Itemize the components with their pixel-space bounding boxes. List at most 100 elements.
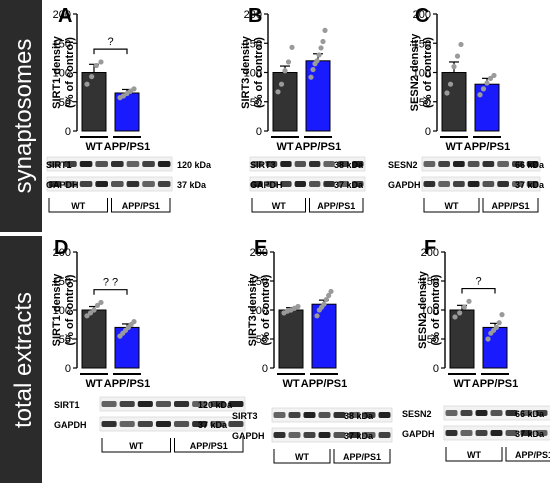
blot-band <box>323 181 335 187</box>
blot-band <box>520 410 533 416</box>
blot-band <box>119 401 135 407</box>
blot-group-bracket <box>505 447 550 462</box>
blot-band <box>348 412 361 418</box>
blot-band <box>294 181 306 187</box>
blot-band <box>155 421 171 427</box>
blot-band <box>423 181 436 187</box>
blot-band <box>333 432 346 438</box>
blot-group-label: APP/PS1 <box>515 450 550 460</box>
blot-kda-label: 66 kDa <box>515 409 545 419</box>
blot-band <box>460 430 473 436</box>
blot-row-label: SESN2 <box>402 409 432 419</box>
y-axis-label: (% of control) <box>64 274 76 345</box>
blot-band <box>467 181 480 187</box>
blot-kda-label: 120 kDa <box>198 400 233 410</box>
blot-row-label: GAPDH <box>402 429 435 439</box>
blot-band <box>445 410 458 416</box>
bar-app-ps1 <box>474 83 500 132</box>
data-point <box>457 310 463 316</box>
blot-band <box>157 181 171 187</box>
bar-app-ps1 <box>114 326 140 369</box>
y-tick-label: 0 <box>256 126 262 138</box>
blot-group-bracket <box>101 438 171 453</box>
data-point <box>316 52 322 58</box>
blot-band <box>520 430 533 436</box>
data-point <box>295 303 301 310</box>
blot-band <box>273 412 286 418</box>
blot-band <box>210 421 226 427</box>
blot-group-label: WT <box>272 201 286 211</box>
category-label: APP/PS1 <box>104 378 150 390</box>
category-label: WT <box>85 378 102 390</box>
data-point <box>94 302 101 308</box>
y-tick-label: 150 <box>244 38 262 50</box>
y-tick-label: 100 <box>244 68 262 80</box>
bar-wt <box>272 72 298 132</box>
significance-bracket <box>93 48 128 55</box>
blot-band <box>64 181 77 187</box>
blot-group-label: APP/PS1 <box>343 452 381 462</box>
blot-row-label: SIRT1 <box>46 160 72 170</box>
panel-letter-b: B <box>248 5 262 27</box>
data-point <box>477 92 483 98</box>
category-label: APP/PS1 <box>464 141 510 153</box>
section-synaptosomes: synaptosomes <box>0 0 42 232</box>
blot-band <box>137 421 153 427</box>
blot-band <box>348 432 361 438</box>
bar-app-ps1 <box>482 326 508 369</box>
blot-band <box>490 430 503 436</box>
blot-band <box>505 410 518 416</box>
data-point <box>84 313 90 319</box>
panel-e: E 0 50 100 150 200 SIRT3 density (% of control)… <box>232 237 393 464</box>
blot-band <box>48 181 62 187</box>
blot-group-label: WT <box>467 450 481 460</box>
y-axis-label: SIRT1 density <box>51 35 63 109</box>
section-bar-total-extracts <box>0 236 42 483</box>
blot-row-label: GAPDH <box>250 180 283 190</box>
blot-kda-label: 37 kDa <box>515 180 545 190</box>
data-point <box>454 53 461 59</box>
y-axis-label: SIRT3 density <box>240 35 252 109</box>
blot-band <box>142 181 155 187</box>
blot-band <box>64 161 77 167</box>
blot-kda-label: 37 kDa <box>198 420 228 430</box>
blot-group-bracket <box>273 449 331 464</box>
category-label: WT <box>445 141 462 153</box>
data-point <box>87 310 94 316</box>
blot-band <box>95 181 108 187</box>
panel-letter-a: A <box>58 5 72 27</box>
blot-band <box>363 432 376 438</box>
blot-band <box>126 181 140 187</box>
blot-row-label: SIRT3 <box>232 411 258 421</box>
blot-group-label: WT <box>295 452 309 462</box>
significance-bracket <box>461 287 496 294</box>
blot-band <box>526 181 539 187</box>
data-point <box>451 64 457 70</box>
blot-group-bracket <box>309 198 364 213</box>
y-tick-label: 50 <box>59 97 71 109</box>
blot-band <box>265 161 278 167</box>
y-axis-label: (% of control) <box>64 37 76 108</box>
blot-group-bracket <box>423 198 480 213</box>
data-point <box>93 62 99 69</box>
blot-group-bracket <box>482 198 539 213</box>
y-axis-label: SESN2 density <box>417 270 429 349</box>
y-tick-label: 50 <box>59 334 71 346</box>
blot-band <box>323 161 335 167</box>
y-tick-label: 150 <box>250 276 268 288</box>
blot-band <box>497 161 509 167</box>
blot-band <box>475 410 488 416</box>
panel-f: F 0 50 100 150 200 SESN2 density (% of control)… <box>402 237 550 462</box>
blot-band <box>303 432 316 438</box>
y-tick-label: 0 <box>433 363 439 375</box>
data-point <box>487 75 494 81</box>
data-point <box>285 59 292 65</box>
y-tick-label: 0 <box>65 126 71 138</box>
blot-kda-label: 66 kDa <box>515 160 545 170</box>
blot-kda-label: 37 kDa <box>177 180 207 190</box>
blot-kda-label: 37 kDa <box>515 429 545 439</box>
panel-d: D 0 50 100 150 200 SIRT1 density (% of control)… <box>51 237 246 453</box>
blot-band <box>482 161 495 167</box>
